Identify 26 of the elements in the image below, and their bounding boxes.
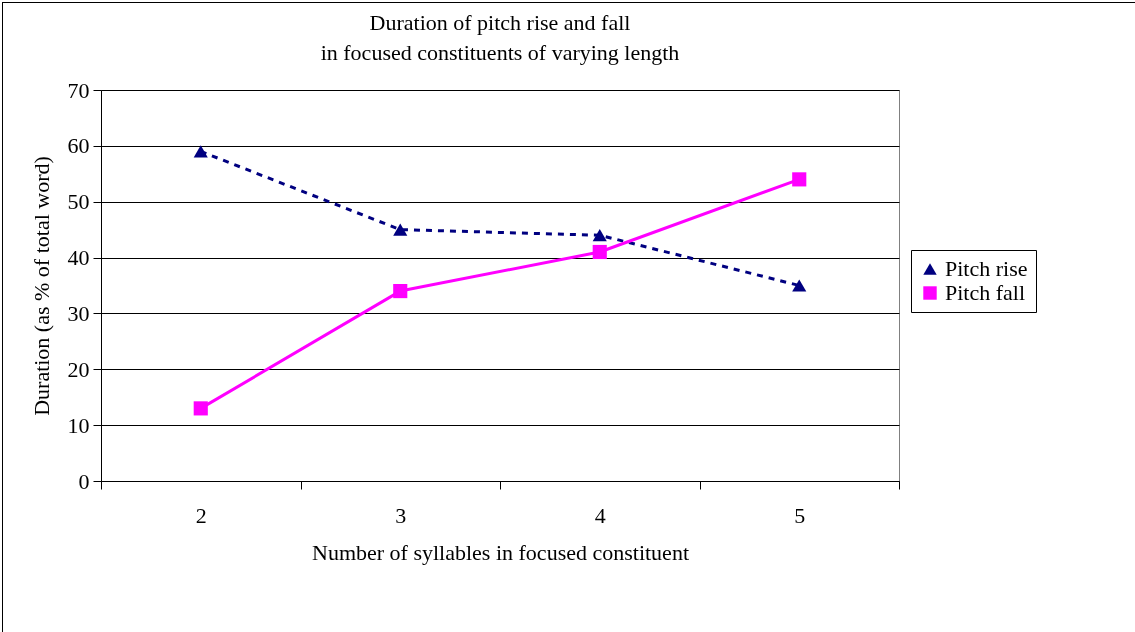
chart-title: Duration of pitch rise and fall [369, 10, 631, 35]
point [592, 244, 607, 260]
x-tick-label: 5 [794, 502, 806, 528]
chart-subtitle: in focused constituents of varying length [320, 40, 680, 65]
point [193, 145, 208, 158]
x-tick-label: 2 [195, 502, 207, 528]
y-tick-label: 70 [67, 77, 90, 103]
x-axis-title: Number of syllables in focused constituent [312, 539, 689, 565]
y-tick-label: 0 [78, 468, 90, 494]
y-tick-label: 60 [67, 133, 90, 159]
point [193, 401, 208, 416]
point [792, 172, 807, 187]
y-tick-label: 50 [67, 189, 90, 215]
y-tick-label: 20 [67, 356, 90, 382]
legend-label: Pitch fall [945, 280, 1026, 305]
point [393, 223, 408, 236]
y-tick-label: 30 [67, 300, 90, 326]
x-tick-label: 4 [594, 502, 606, 528]
point [792, 279, 807, 292]
y-tick-label: 40 [67, 245, 90, 271]
y-axis-title: Duration (as % of total word) [28, 156, 54, 416]
point [393, 284, 408, 299]
legend-label: Pitch rise [945, 256, 1028, 281]
point [592, 229, 607, 242]
y-tick-label: 10 [67, 412, 90, 438]
x-tick-label: 3 [395, 502, 407, 528]
